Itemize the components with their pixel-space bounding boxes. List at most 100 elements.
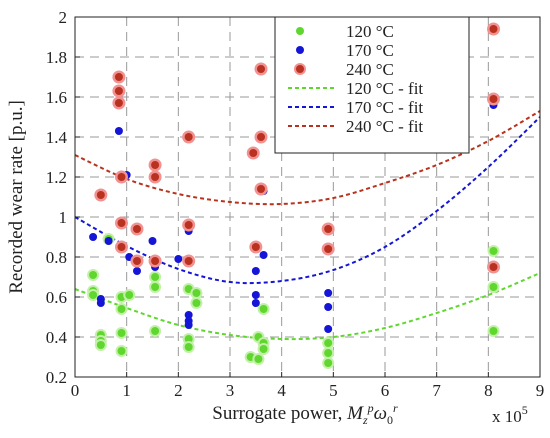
legend-label: 120 °C - fit	[346, 79, 423, 98]
x-axis-label-sub-0: 0	[387, 413, 393, 427]
y-tick-label: 1.6	[46, 88, 67, 107]
data-point-240c	[117, 173, 126, 181]
data-point-240c	[114, 87, 123, 95]
y-tick-label: 0.6	[46, 288, 67, 307]
data-point-120c	[184, 285, 193, 293]
data-point-120c	[89, 291, 98, 299]
legend-label: 240 °C - fit	[346, 117, 423, 136]
legend-marker	[296, 65, 304, 73]
data-point-240c	[257, 185, 265, 193]
data-point-240c	[489, 263, 498, 271]
data-point-240c	[96, 191, 105, 199]
data-point-240c	[257, 65, 265, 73]
data-point-240c	[133, 225, 141, 233]
x-tick-label: 3	[226, 381, 235, 400]
data-point-120c	[151, 327, 160, 335]
data-point-170c	[259, 251, 268, 259]
data-point-120c	[184, 335, 193, 343]
data-point-120c	[254, 355, 263, 363]
x-tick-label: 4	[277, 381, 286, 400]
data-point-240c	[151, 257, 160, 265]
y-tick-label: 1.2	[46, 168, 67, 187]
data-point-240c	[117, 243, 126, 251]
data-point-170c	[114, 127, 123, 135]
x-tick-label: 7	[432, 381, 441, 400]
data-point-120c	[324, 339, 333, 347]
data-point-240c	[114, 99, 123, 107]
legend-label: 170 °C - fit	[346, 98, 423, 117]
data-point-120c	[192, 299, 201, 307]
data-point-170c	[89, 233, 98, 241]
x-exponent-power: 5	[522, 403, 528, 417]
x-axis-label: Surrogate power, Mzpω0r	[212, 401, 398, 427]
legend-label: 240 °C	[346, 60, 394, 79]
data-point-170c	[324, 303, 333, 311]
x-axis-label-prefix: Surrogate power,	[212, 403, 347, 424]
data-point-170c	[251, 291, 260, 299]
data-point-170c	[324, 289, 333, 297]
data-point-170c	[96, 299, 105, 307]
data-point-120c	[151, 273, 160, 281]
y-tick-label: 1.4	[46, 128, 68, 147]
axis-ticks: 0 1 2 3 4 5 6 7 8 9 0.2 0.4 0.6 0.8 1 1.2 1.4 1.6 1.8 2	[46, 8, 545, 400]
y-tick-label: 2	[59, 8, 68, 27]
legend-label: 170 °C	[346, 41, 394, 60]
x-axis-label-sub-z: z	[362, 413, 368, 427]
data-point-240c	[151, 173, 160, 181]
x-exponent-base: x 10	[492, 407, 522, 426]
data-point-240c	[489, 25, 498, 33]
x-tick-label: 5	[329, 381, 338, 400]
data-point-120c	[151, 283, 160, 291]
x-tick-label: 6	[381, 381, 390, 400]
y-tick-label: 1	[59, 208, 68, 227]
data-point-240c	[114, 73, 123, 81]
data-point-170c	[324, 325, 333, 333]
data-point-240c	[324, 245, 333, 253]
data-point-120c	[117, 347, 126, 355]
data-point-120c	[184, 343, 193, 351]
x-axis-label-sup-p: p	[367, 401, 374, 415]
data-point-120c	[117, 305, 126, 313]
x-axis-label-omega: ω	[374, 403, 387, 424]
x-tick-label: 2	[174, 381, 183, 400]
x-axis-label-m: M	[346, 403, 364, 424]
data-points	[87, 22, 500, 369]
data-point-120c	[192, 289, 201, 297]
y-tick-label: 0.8	[46, 248, 67, 267]
data-point-120c	[125, 291, 134, 299]
data-point-170c	[148, 237, 157, 245]
data-point-170c	[104, 237, 113, 245]
y-tick-label: 0.2	[46, 368, 67, 387]
data-point-240c	[249, 149, 258, 157]
data-point-120c	[117, 329, 126, 337]
data-point-240c	[184, 133, 193, 141]
fit-line-170c	[74, 116, 541, 285]
y-axis-label: Recorded wear rate [p.u.]	[6, 100, 27, 294]
data-point-170c	[251, 299, 260, 307]
data-point-170c	[184, 321, 193, 329]
x-axis-exponent: x 105	[492, 403, 528, 426]
legend-box	[274, 16, 470, 154]
data-point-120c	[259, 345, 268, 353]
data-point-170c	[251, 267, 260, 275]
fit-line-240c	[74, 110, 541, 206]
data-point-120c	[489, 327, 498, 335]
data-point-240c	[489, 95, 498, 103]
data-point-120c	[89, 271, 98, 279]
x-axis-label-sup-r: r	[393, 401, 398, 415]
x-tick-label: 0	[71, 381, 80, 400]
data-point-240c	[133, 257, 141, 265]
data-point-170c	[184, 311, 193, 319]
data-point-240c	[257, 133, 265, 141]
data-point-170c	[133, 267, 141, 275]
data-point-240c	[184, 221, 193, 229]
x-tick-label: 1	[122, 381, 131, 400]
data-point-120c	[96, 341, 105, 349]
data-point-240c	[117, 219, 126, 227]
y-tick-label: 0.4	[46, 328, 68, 347]
legend-marker	[296, 27, 304, 35]
x-tick-label: 8	[484, 381, 493, 400]
fit-line-120c	[74, 272, 541, 341]
